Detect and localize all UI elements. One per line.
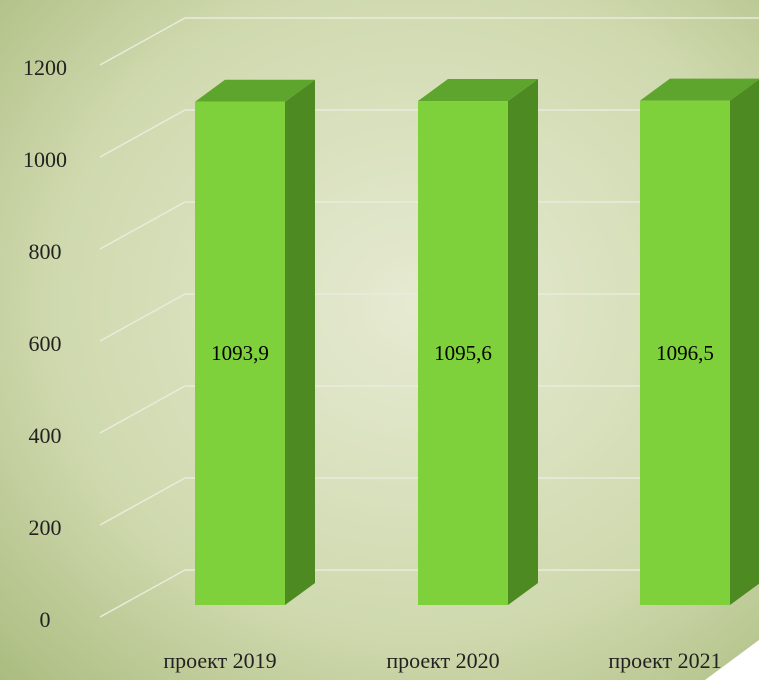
- grid-line: [99, 385, 186, 434]
- bar-side: [285, 79, 315, 605]
- x-tick-label: проект 2020: [386, 648, 499, 673]
- y-tick-label: 400: [29, 423, 62, 448]
- y-tick-label: 600: [29, 331, 62, 356]
- bar: [640, 78, 759, 606]
- grid-line: [99, 293, 186, 342]
- y-tick-label: 0: [40, 607, 51, 632]
- grid-line: [99, 109, 186, 158]
- x-tick-label: проект 2021: [608, 648, 721, 673]
- bar: [418, 79, 538, 606]
- bar-top: [418, 79, 538, 102]
- y-tick-label: 800: [29, 239, 62, 264]
- page-curl: [705, 640, 759, 680]
- y-tick-label: 200: [29, 515, 62, 540]
- value-label: 1096,5: [656, 341, 714, 365]
- grid-line: [99, 477, 186, 526]
- bar-front: [418, 101, 508, 606]
- bar-top: [195, 79, 315, 102]
- bar-front: [640, 100, 730, 606]
- value-label: 1095,6: [434, 341, 492, 365]
- bar: [195, 79, 315, 605]
- value-label: 1093,9: [211, 341, 269, 365]
- grid-line: [99, 569, 186, 618]
- bar-top: [640, 78, 759, 101]
- bar-side: [508, 79, 538, 606]
- y-tick-label: 1000: [23, 147, 67, 172]
- x-tick-label: проект 2019: [163, 648, 276, 673]
- grid-line: [99, 17, 186, 66]
- y-tick-label: 1200: [23, 55, 67, 80]
- grid-line: [99, 201, 186, 250]
- bar-front: [195, 101, 285, 605]
- bar-side: [730, 79, 759, 605]
